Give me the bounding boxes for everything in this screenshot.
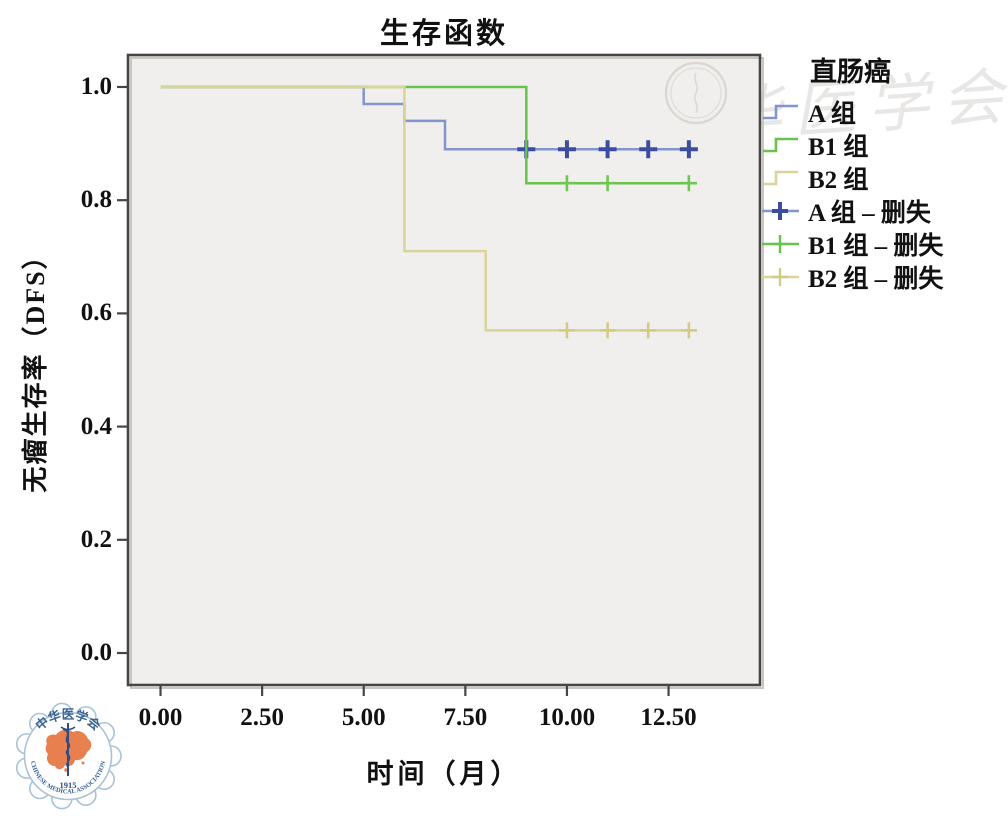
legend-label: B1 组 – 删失	[808, 232, 944, 260]
y-axis-title: 无瘤生存率（DFS）	[21, 241, 50, 493]
legend-label: A 组 – 删失	[808, 199, 931, 227]
survival-curve-B2组	[160, 85, 697, 339]
plot-frame-shadow	[130, 57, 764, 689]
legend-title: 直肠癌	[810, 57, 891, 87]
x-tick-label: 7.50	[443, 704, 488, 731]
x-axis-title: 时间（月）	[366, 759, 522, 789]
legend-item: B2 组	[762, 161, 943, 194]
legend-label: B2 组	[808, 166, 869, 194]
legend-step-symbol-icon	[763, 137, 798, 152]
y-tick-label: 0.8	[80, 186, 112, 214]
embossed-cma-watermark-icon	[664, 61, 728, 125]
y-tick-label: 0.0	[80, 639, 112, 667]
legend-items: A 组 B1 组 B2 组 A 组 – 删失 B1 组 – 删失 B2 组 – 删失	[762, 95, 943, 293]
x-tick-label: 10.00	[538, 704, 596, 731]
y-tick-label: 0.6	[80, 299, 112, 327]
x-tick-label: 5.00	[341, 704, 386, 731]
legend-item: B1 组 – 删失	[762, 227, 943, 260]
x-tick-label: 12.50	[640, 704, 697, 731]
asclepius-staff-icon	[60, 723, 76, 776]
legend-label: B2 组 – 删失	[808, 265, 944, 293]
cma-logo: 1915 中华医学会 CHINESE MEDICAL ASSOCIATION	[10, 698, 126, 818]
x-tick-label: 2.50	[240, 704, 284, 731]
cma-year-text: 1915	[60, 780, 77, 790]
y-tick-label: 0.4	[80, 412, 112, 440]
x-tick-label: 0.00	[138, 704, 183, 731]
legend-label: A 组	[808, 100, 856, 128]
legend-item: A 组 – 删失	[762, 194, 943, 227]
legend-censor-symbol-icon	[762, 267, 799, 286]
legend-censor-symbol-icon	[762, 234, 799, 253]
legend-censor-symbol-icon	[762, 201, 799, 220]
chart-title: 生存函数	[379, 18, 508, 50]
y-tick-label: 0.2	[80, 525, 112, 553]
legend: 直肠癌 A 组 B1 组 B2 组 A 组 – 删失 B1 组 – 删失 B2 组 – 删…	[762, 50, 943, 293]
legend-item: B1 组	[762, 128, 943, 161]
legend-item: B2 组 – 删失	[762, 260, 943, 293]
legend-step-symbol-icon	[763, 104, 798, 119]
censor-marks-B1组	[558, 175, 697, 192]
censor-marks-B2组	[558, 322, 697, 339]
legend-step-symbol-icon	[763, 170, 798, 185]
plot-frame	[126, 53, 762, 687]
legend-item: A 组	[762, 95, 943, 128]
legend-label: B1 组	[808, 133, 869, 161]
y-tick-label: 1.0	[80, 72, 112, 100]
plot-background	[128, 55, 760, 685]
